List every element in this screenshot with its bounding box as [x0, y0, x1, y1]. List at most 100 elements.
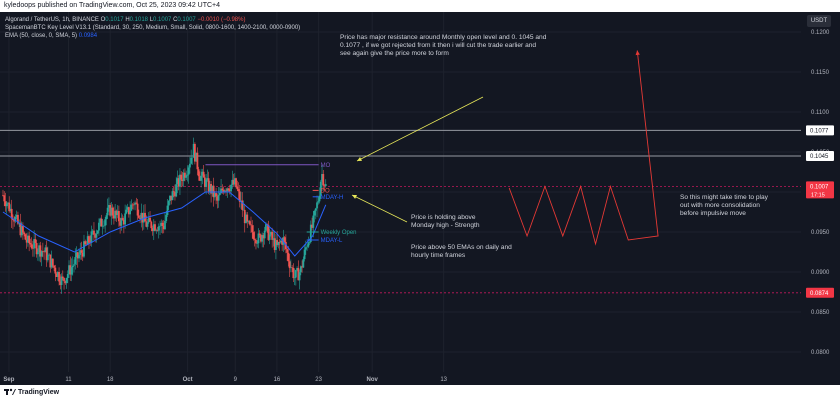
candle-body: [208, 184, 211, 192]
candle-body: [24, 234, 27, 240]
price-tag: [806, 151, 834, 161]
candle-body: [200, 175, 203, 181]
publisher-bar: kyledoops published on TradingView.com, …: [0, 0, 840, 12]
candle-body: [139, 217, 141, 219]
footer-brand: TradingView: [17, 389, 60, 396]
candle-body: [109, 205, 112, 216]
candle-body: [321, 174, 323, 182]
annotation-arrow-resistance-head: [357, 157, 362, 161]
candle-body: [322, 174, 325, 186]
candle-body: [207, 178, 210, 192]
candle-body: [65, 277, 68, 284]
candle-body: [111, 207, 114, 216]
candle-body: [220, 188, 222, 193]
candle-body: [253, 239, 256, 241]
candle-body: [197, 169, 200, 177]
candle-body: [85, 243, 88, 245]
candle-body: [99, 218, 102, 223]
candle-body: [187, 167, 190, 175]
candle-body: [267, 224, 270, 240]
candle-body: [275, 240, 277, 250]
candle-body: [33, 239, 36, 249]
candle-body: [162, 225, 165, 230]
candle-body: [174, 192, 176, 197]
candle-body: [318, 195, 321, 202]
legend-l-label: L: [149, 17, 154, 23]
price-tick-label: 0.1100: [811, 110, 830, 116]
legend-symbol-row: Algorand / TetherUS, 1h, BINANCE O0.1017…: [5, 17, 245, 23]
price-tick-label: 0.0900: [811, 270, 830, 276]
price-axis: [801, 12, 840, 385]
candle-body: [31, 248, 34, 249]
legend-high: 0.1018: [129, 17, 149, 23]
candle-body: [54, 267, 57, 274]
candle-body: [79, 250, 82, 255]
countdown-label: 17:15: [811, 192, 825, 198]
candle-body: [260, 234, 262, 242]
candle-body: [302, 259, 305, 268]
chart-area[interactable]: MO DO MDAY-H Weekly Open MDAY-L 0.0800 0.0850 0…: [0, 12, 840, 385]
candle-body: [84, 241, 87, 244]
candle-body: [121, 218, 124, 220]
candle-body: [14, 216, 17, 222]
candle-body: [194, 143, 196, 162]
candle-body: [100, 218, 103, 227]
candle-body: [201, 171, 204, 176]
candle-body: [46, 254, 49, 261]
candle-body: [265, 224, 267, 231]
indicator-1-text: SpacemanBTC Key Level V13.1 (Standard, 3…: [5, 25, 301, 31]
candle-body: [283, 237, 286, 242]
candle-body: [241, 200, 244, 211]
currency-button[interactable]: USDT: [807, 15, 831, 27]
candle-body: [175, 184, 178, 197]
legend-indicator-2[interactable]: EMA (50, close, 0, SMA, 5) 0.0984: [5, 33, 97, 39]
candle-body: [258, 233, 261, 235]
candle-body: [273, 238, 276, 250]
candle-body: [3, 195, 6, 202]
candle-body: [9, 208, 12, 212]
candle-body: [185, 175, 188, 178]
candle-body: [243, 209, 246, 224]
candle-body: [299, 266, 302, 273]
annotation-ema: Price above 50 EMAs on daily and hourly …: [411, 244, 512, 259]
price-tick-label: 0.0950: [811, 230, 830, 236]
candle-body: [34, 239, 37, 244]
candle-body: [291, 267, 294, 268]
candle-body: [124, 213, 127, 225]
candle-body: [191, 157, 194, 159]
candle-body: [45, 247, 48, 261]
candle-body: [255, 240, 257, 244]
candle-body: [104, 219, 107, 226]
candle-body: [177, 178, 180, 187]
candle-body: [78, 254, 80, 259]
candle-body: [223, 190, 226, 193]
candle-body: [195, 152, 198, 162]
candle-body: [226, 188, 229, 192]
candle-body: [277, 241, 280, 246]
candle-body: [297, 267, 300, 281]
candle-body: [122, 219, 125, 225]
legend-c-label: C: [173, 17, 178, 23]
candle-body: [184, 172, 186, 178]
candle-body: [212, 185, 215, 198]
candle-body: [167, 201, 170, 206]
tradingview-logo[interactable]: TradingView: [4, 385, 59, 401]
candle-body: [316, 202, 318, 209]
candle-body: [106, 207, 109, 216]
candle-body: [48, 254, 50, 256]
candle-body: [94, 234, 97, 238]
legend-indicator-1[interactable]: SpacemanBTC Key Level V13.1 (Standard, 3…: [5, 25, 300, 31]
annotation-arrow-monday-high-head: [352, 195, 357, 199]
candle-body: [29, 243, 32, 245]
currency-label: USDT: [810, 18, 828, 24]
candle-body: [70, 267, 73, 275]
candle-body: [202, 171, 205, 178]
candle-body: [125, 209, 128, 214]
candle-body: [210, 184, 213, 194]
candle-body: [270, 231, 272, 235]
candle-body: [80, 250, 83, 253]
candle-body: [309, 224, 312, 242]
key-level-label: DO: [321, 188, 330, 194]
candle-body: [50, 258, 53, 268]
